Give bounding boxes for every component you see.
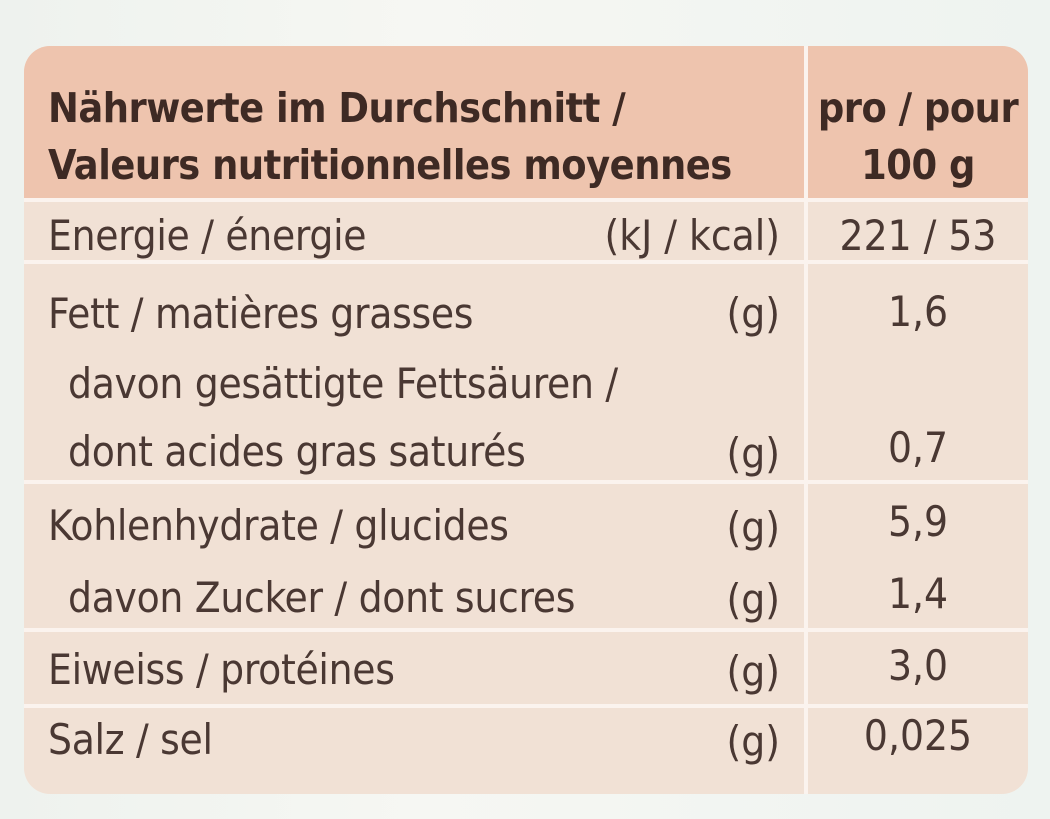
salt-unit: (g)	[726, 717, 780, 766]
fat-unit: (g)	[726, 289, 780, 338]
carbohydrates-label: Kohlenhydrate / glucides	[48, 501, 509, 550]
row-divider	[24, 480, 1028, 484]
row-divider	[24, 704, 1028, 708]
saturated-fat-label-fr: dont acides gras saturés	[68, 427, 526, 476]
title-line-german: Nährwerte im Durchschnitt /	[48, 84, 626, 132]
table-title: Nährwerte im Durchschnitt / Valeurs nutr…	[48, 80, 788, 194]
row-divider	[24, 260, 1028, 264]
carbohydrates-unit: (g)	[726, 503, 780, 552]
row-divider	[24, 628, 1028, 632]
table-header: Nährwerte im Durchschnitt / Valeurs nutr…	[24, 46, 1028, 198]
saturated-fat-value: 0,7	[887, 423, 949, 472]
energy-value: 221 / 53	[839, 211, 997, 260]
saturated-fat-label-de: davon gesättigte Fettsäuren /	[68, 359, 618, 408]
protein-value: 3,0	[887, 641, 949, 690]
row-divider	[24, 198, 1028, 202]
per-amount: 100 g	[861, 141, 975, 189]
protein-unit: (g)	[726, 647, 780, 696]
protein-label: Eiweiss / protéines	[48, 645, 395, 694]
nutrition-table: Nährwerte im Durchschnitt / Valeurs nutr…	[24, 46, 1028, 794]
column-divider	[804, 46, 808, 794]
saturated-fat-unit: (g)	[726, 429, 780, 478]
fat-label: Fett / matières grasses	[48, 289, 474, 338]
fat-value: 1,6	[887, 287, 949, 336]
salt-label: Salz / sel	[48, 715, 213, 764]
sugars-label: davon Zucker / dont sucres	[68, 573, 576, 622]
energy-label: Energie / énergie	[48, 211, 367, 260]
sugars-unit: (g)	[726, 575, 780, 624]
per-100g-header: pro / pour 100 g	[808, 80, 1028, 194]
per-label: pro / pour	[817, 84, 1019, 132]
sugars-value: 1,4	[887, 569, 949, 618]
energy-unit: (kJ / kcal)	[604, 211, 780, 260]
title-line-french: Valeurs nutritionnelles moyennes	[48, 141, 732, 189]
carbohydrates-value: 5,9	[887, 497, 949, 546]
salt-value: 0,025	[863, 711, 973, 760]
